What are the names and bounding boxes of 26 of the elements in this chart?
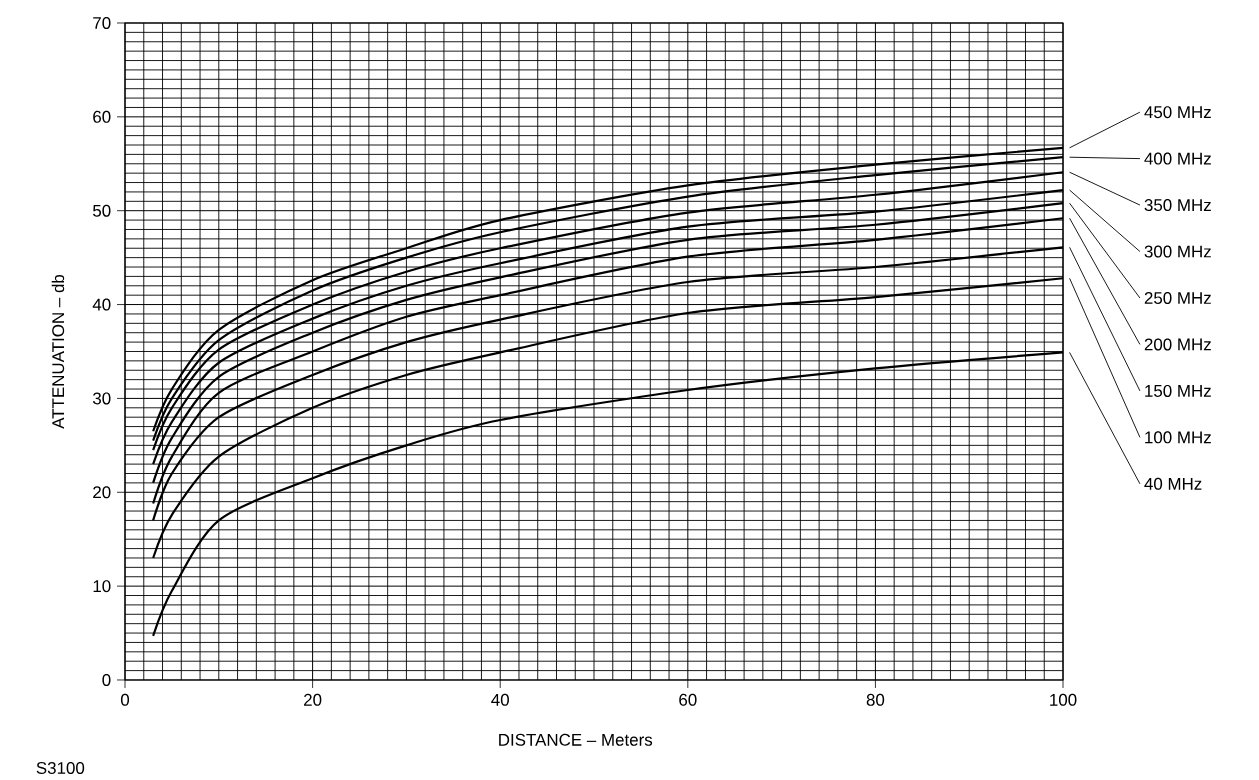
text: 150 MHz — [1145, 384, 1211, 397]
x-tick-label: 100 — [1050, 693, 1077, 706]
y-tick-label: 60 — [93, 110, 111, 123]
x-tick-label: 80 — [866, 693, 885, 706]
y-axis-title: ATTENUATION – db — [51, 274, 65, 429]
y-tick-label: 10 — [93, 580, 111, 593]
text: 250 MHz — [1144, 291, 1211, 304]
text: 40 MHz — [1144, 477, 1202, 490]
text: 350 MHz — [1144, 199, 1211, 212]
y-tick-label: 0 — [102, 673, 111, 686]
x-axis-title: DISTANCE – Meters — [499, 733, 653, 746]
x-tick-label: 40 — [491, 693, 509, 706]
x-tick-label: 0 — [120, 693, 130, 706]
x-tick-label: 60 — [679, 693, 697, 706]
text: 100 MHz — [1145, 431, 1211, 444]
text: 200 MHz — [1144, 338, 1211, 351]
y-tick-label: 20 — [93, 486, 111, 499]
legend-label: 400 MHz — [1144, 152, 1211, 165]
text: 300 MHz — [1144, 245, 1211, 258]
y-tick-label: 70 — [93, 16, 111, 29]
y-tick-label: 50 — [93, 204, 111, 217]
y-tick-label: 30 — [92, 392, 111, 405]
text: S3100 — [36, 761, 85, 774]
text: 450 MHz — [1144, 106, 1211, 119]
x-tick-label: 20 — [304, 693, 322, 706]
y-tick-label: 40 — [92, 298, 111, 311]
